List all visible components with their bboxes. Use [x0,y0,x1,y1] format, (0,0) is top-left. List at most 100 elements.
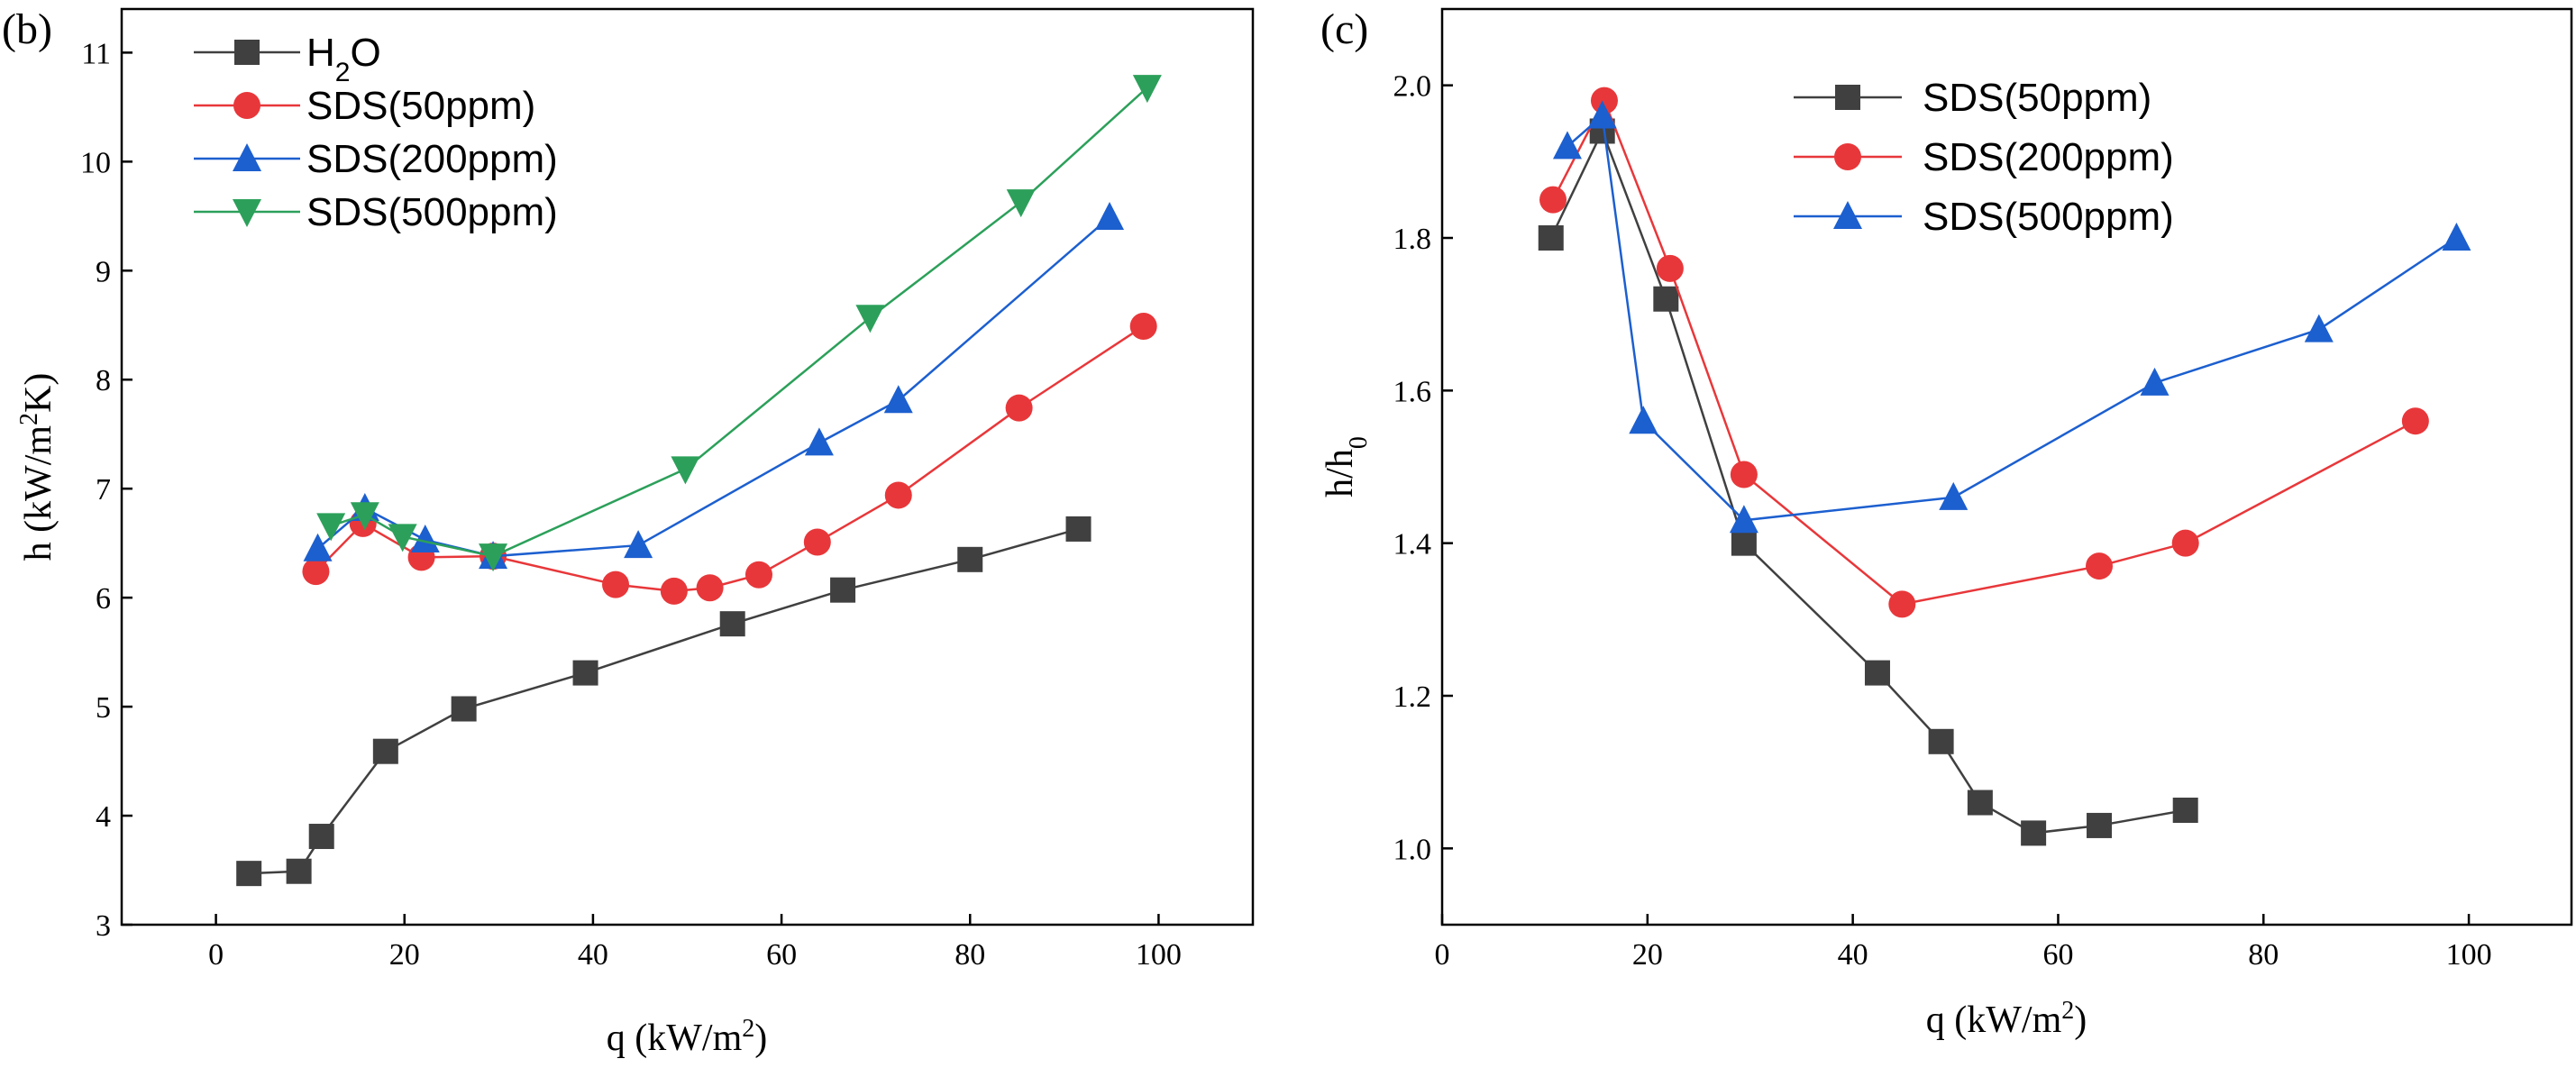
data-point [316,513,346,542]
x-axis-title-c-sup: 2 [2061,997,2074,1025]
x-tick-label: 20 [1632,938,1663,972]
y-tick-label: 1.2 [1393,680,1432,714]
data-point [2171,529,2199,557]
x-tick-label: 80 [955,938,985,972]
y-tick-label: 2.0 [1393,70,1432,104]
data-point [372,738,398,764]
data-point [1590,87,1618,114]
series-sds-500ppm- [316,75,1162,572]
y-tick-label: 1.8 [1393,223,1432,256]
x-tick-label: 0 [208,938,224,972]
data-point [1864,660,1890,686]
data-point [1939,481,1969,510]
data-point [2087,812,2113,838]
data-point [2086,552,2114,580]
legend-marker [1833,201,1862,229]
data-point [572,660,598,686]
series-line [316,216,1110,558]
legend-label: SDS(500ppm) [1923,195,2174,239]
data-point [479,543,508,572]
legend-item: SDS(50ppm) [194,84,535,128]
data-point [1065,516,1092,542]
y-tick-label: 10 [80,146,111,179]
series-line [249,527,1079,875]
series-sds-50ppm- [1538,118,2198,846]
legend-item: SDS(200ppm) [194,137,558,181]
data-point [1539,186,1567,214]
legend-item: SDS(200ppm) [1794,135,2174,179]
data-point [1006,189,1036,218]
data-point [671,456,700,485]
x-axis-c: 0 20 40 60 80 100 [1435,914,2492,972]
data-point [804,427,834,456]
y-axis-title-c: h/h0 [1320,436,1373,497]
y-axis-c: 1.0 1.2 1.4 1.6 1.8 2.0 [1393,70,1453,866]
data-point [1095,202,1125,231]
series-h2o [236,516,1092,887]
series-line [330,87,1148,558]
data-point [236,861,262,887]
y-tick-label: 1.4 [1393,528,1432,561]
y-axis-title-b-post: K) [18,373,59,413]
data-point [1653,286,1679,312]
y-axis-title-c-sub: 0 [1345,436,1373,449]
legend-label: H2O [306,31,381,87]
data-point [1587,100,1617,129]
y-axis-title-b-pre: h (kW/m [18,425,59,561]
x-axis-b: 0 20 40 60 80 100 [208,914,1182,972]
y-tick-label: 1.0 [1393,833,1432,866]
data-point [1967,790,1993,816]
data-point [2021,820,2047,846]
y-axis-title-b-sup: 2 [15,413,43,425]
data-point [803,528,831,556]
legend-c: SDS(50ppm) SDS(200ppm) SDS(500ppm) [1794,76,2174,239]
legend-marker [1834,143,1861,170]
data-point [388,524,417,552]
data-point [855,305,885,333]
y-axis-title-c-pre: h/h [1320,449,1361,497]
series-line [1567,114,2458,522]
legend-marker [233,199,261,227]
y-tick-label: 6 [96,582,111,616]
data-point [1132,75,1162,104]
panel-label-b: (b) [2,5,52,53]
x-tick-label: 100 [1136,938,1182,972]
x-axis-title-c-end: ) [2074,1000,2087,1041]
data-point [719,611,745,637]
series-sds-200ppm- [303,202,1125,570]
legend-label: SDS(500ppm) [306,190,558,234]
x-tick-label: 100 [2446,938,2492,972]
data-point [1129,312,1157,340]
legend-item: SDS(50ppm) [1794,76,2151,120]
data-point [830,577,856,603]
data-point [1729,505,1758,534]
y-tick-label: 11 [81,37,111,70]
legend-label: SDS(200ppm) [306,137,558,181]
legend-item: SDS(500ppm) [1794,195,2174,239]
x-axis-title-b: q (kW/m2) [607,1015,767,1060]
x-tick-label: 60 [2042,938,2073,972]
data-point [660,577,688,605]
legend-label: SDS(200ppm) [1923,135,2174,179]
legend-item: H2O [194,31,381,87]
data-point [602,571,630,598]
data-point [696,574,724,602]
x-tick-label: 0 [1435,938,1450,972]
data-point [2140,367,2170,396]
x-axis-title-b-end: ) [754,1018,767,1059]
data-point [957,546,983,572]
data-point [410,525,440,553]
legend-marker [233,92,260,119]
legend-label: SDS(50ppm) [1923,76,2151,120]
data-point [1928,728,1954,754]
x-axis-title-b-sup: 2 [742,1015,754,1043]
x-axis-title-c-main: q (kW/m [1926,1000,2062,1041]
data-point [303,533,333,561]
panel-label-c: (c) [1320,5,1368,53]
chart-panel-c: (c) 1.01.21.41.61.82.0 0 20 40 60 80 100 SDS(… [1320,5,2573,1041]
x-tick-label: 40 [1838,938,1868,972]
y-tick-label: 5 [96,691,111,725]
series-sds-500ppm- [1552,100,2471,534]
